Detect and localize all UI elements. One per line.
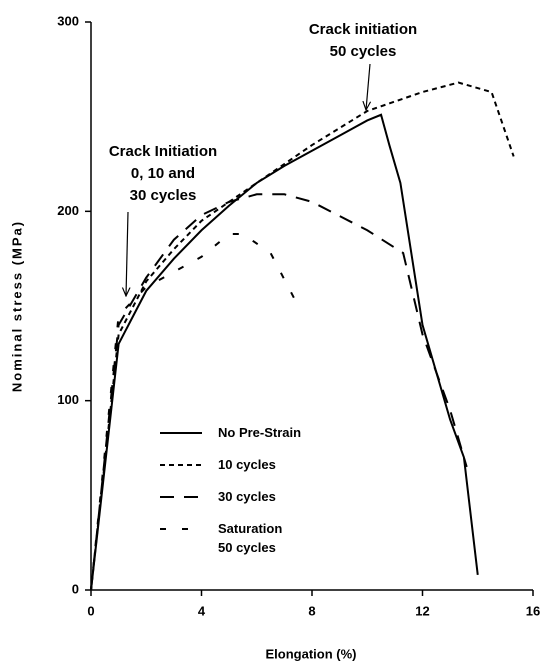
x-tick-label: 4: [198, 603, 206, 618]
series-line: [90, 113, 479, 591]
x-tick-label: 12: [415, 603, 429, 618]
legend-label: No Pre-Strain: [218, 425, 302, 440]
y-tick-label: 300: [57, 13, 79, 28]
y-tick-label: 200: [57, 203, 79, 218]
x-tick-label: 8: [308, 603, 315, 618]
y-tick-label: 0: [72, 581, 79, 596]
annotation-arrow: [126, 211, 128, 296]
annotation-text: 50 cycles: [330, 43, 397, 60]
series-line: [90, 81, 515, 591]
x-tick-label: 16: [526, 603, 540, 618]
x-axis-label: Elongation (%): [266, 646, 357, 661]
annotation-text: 30 cycles: [130, 187, 197, 204]
x-tick-label: 0: [87, 603, 94, 618]
annotation-arrow: [366, 63, 370, 110]
annotation-text: Crack initiation: [309, 21, 417, 38]
y-tick-label: 100: [57, 392, 79, 407]
legend-label: 10 cycles: [218, 457, 276, 472]
annotation-text: 0, 10 and: [131, 165, 195, 182]
y-axis-label: Nominal stress (MPa): [9, 220, 24, 392]
legend-label: Saturation 50 cycles: [218, 521, 283, 555]
series-line: [90, 233, 300, 591]
annotation-text: Crack Initiation: [109, 143, 217, 160]
legend-label: 30 cycles: [218, 489, 276, 504]
